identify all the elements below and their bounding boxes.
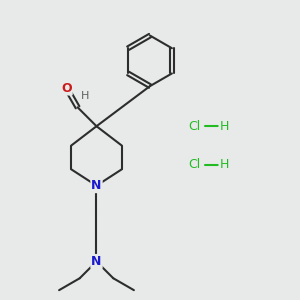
Text: N: N bbox=[91, 179, 102, 192]
Text: Cl: Cl bbox=[188, 120, 201, 133]
Text: H: H bbox=[220, 158, 229, 171]
Text: H: H bbox=[81, 92, 89, 101]
Text: O: O bbox=[61, 82, 72, 94]
Text: N: N bbox=[91, 255, 102, 268]
Text: H: H bbox=[220, 120, 229, 133]
Text: Cl: Cl bbox=[188, 158, 201, 171]
